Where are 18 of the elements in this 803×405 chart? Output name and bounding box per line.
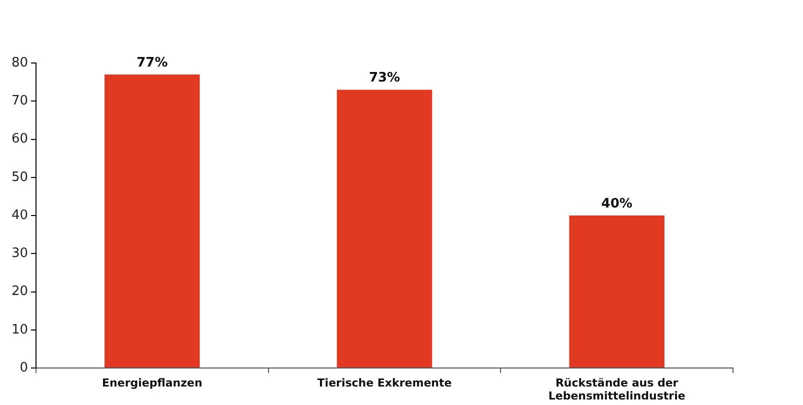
y-tick-label: 0 bbox=[20, 360, 28, 376]
bar bbox=[336, 90, 432, 368]
data-label: 40% bbox=[601, 196, 632, 212]
y-tick-label: 20 bbox=[11, 284, 28, 300]
y-tick-label: 70 bbox=[11, 94, 28, 108]
y-tick-label: 60 bbox=[11, 132, 28, 147]
y-tick-label: 80 bbox=[11, 55, 28, 70]
x-tick-label: Tierische Exkremente bbox=[317, 376, 452, 390]
data-label: 77% bbox=[136, 55, 168, 70]
bar bbox=[569, 216, 664, 368]
x-tick-label: Rückstände aus der Lebensmittelindustrie bbox=[548, 376, 686, 403]
x-tick-label: Energiepflanzen bbox=[102, 376, 202, 390]
y-tick-label: 30 bbox=[11, 246, 28, 261]
y-tick-label: 40 bbox=[11, 208, 28, 223]
y-tick-label: 10 bbox=[11, 322, 28, 338]
data-label: 73% bbox=[368, 70, 400, 86]
bar bbox=[104, 74, 200, 368]
y-tick-label: 50 bbox=[11, 170, 28, 185]
